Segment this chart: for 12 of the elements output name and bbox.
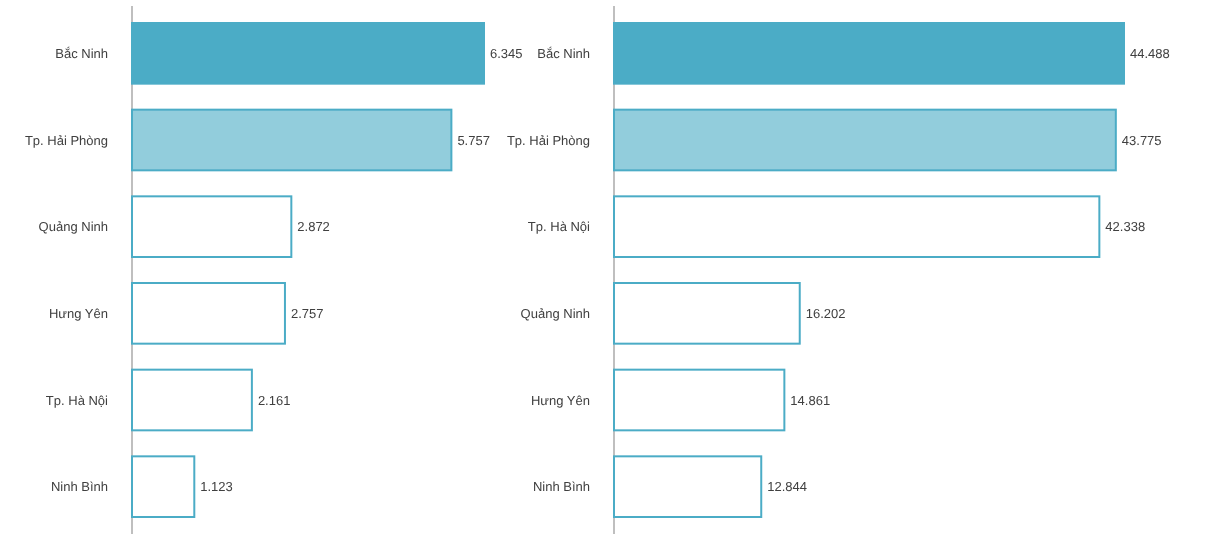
bar [613,22,1125,85]
bar [131,195,293,258]
bar [131,282,286,345]
bar [613,368,786,432]
bar [613,195,1101,258]
bar [613,108,1117,172]
bar [613,455,763,518]
bar [131,22,485,85]
bar [613,282,801,345]
bar [131,368,253,432]
bar [131,108,453,172]
bar [131,455,196,518]
